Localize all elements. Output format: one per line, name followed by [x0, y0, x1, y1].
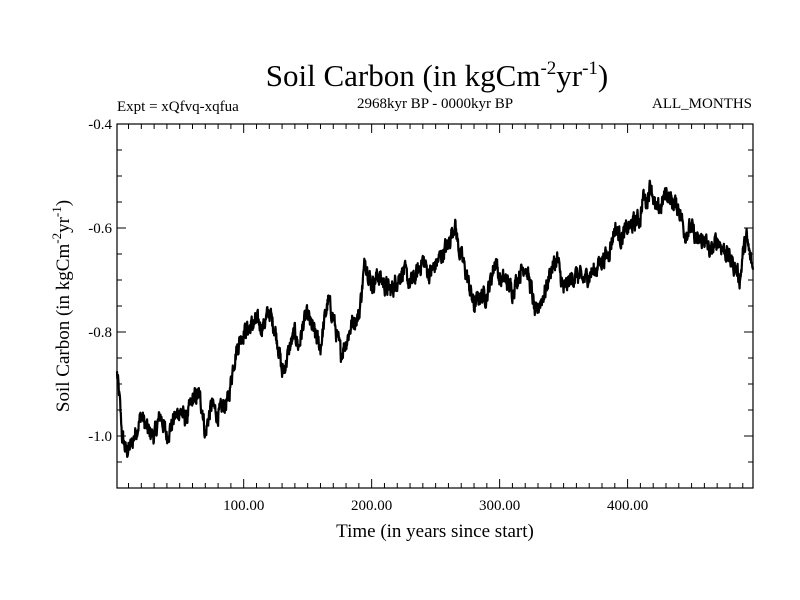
y-tick-label: -0.4: [88, 117, 112, 133]
axis-ticks: [117, 123, 753, 489]
x-tick-labels: 100.00 200.00 300.00 400.00: [223, 498, 648, 514]
y-tick-label: -0.8: [88, 325, 112, 341]
y-tick-labels: -0.4 -0.6 -0.8 -1.0: [88, 117, 112, 445]
months-label: ALL_MONTHS: [652, 96, 752, 112]
plot-frame: [116, 123, 754, 489]
x-tick-label: 300.00: [479, 498, 520, 514]
y-axis-label: Soil Carbon (in kgCm-2yr-1): [49, 200, 74, 412]
y-tick-label: -1.0: [88, 429, 112, 445]
period-label: 2968kyr BP - 0000kyr BP: [357, 96, 513, 112]
x-axis-label: Time (in years since start): [336, 521, 534, 542]
x-tick-label: 200.00: [351, 498, 392, 514]
expt-label: Expt = xQfvq-xqfua: [117, 99, 239, 115]
x-tick-label: 400.00: [607, 498, 648, 514]
y-tick-label: -0.6: [88, 221, 112, 237]
x-tick-label: 100.00: [223, 498, 264, 514]
series-line-soil-carbon: [115, 179, 755, 458]
chart-title: Soil Carbon (in kgCm-2yr-1): [266, 58, 609, 93]
